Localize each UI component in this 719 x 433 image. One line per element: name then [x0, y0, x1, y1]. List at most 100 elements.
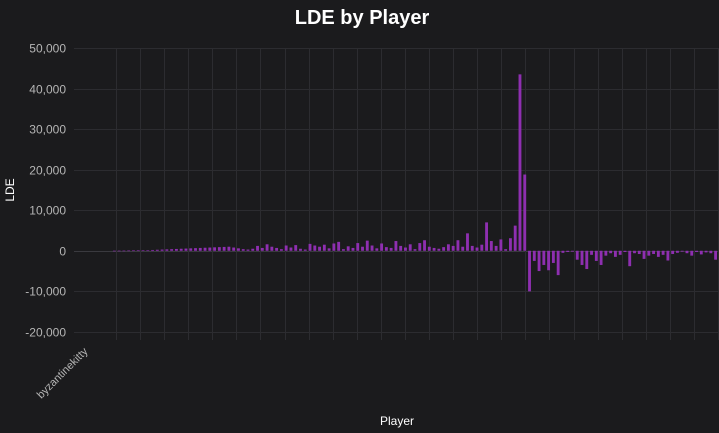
bar	[127, 250, 131, 252]
bar	[685, 250, 689, 254]
bar	[456, 240, 460, 251]
bar	[394, 241, 398, 251]
bar	[451, 245, 455, 251]
bar	[532, 250, 536, 261]
bar	[227, 246, 231, 251]
bar	[337, 241, 341, 251]
bar	[404, 247, 407, 251]
bar	[270, 246, 274, 251]
bar	[528, 250, 531, 292]
bar	[714, 250, 718, 260]
bar	[642, 250, 646, 259]
bar	[704, 250, 708, 253]
bar	[599, 250, 603, 265]
bar	[494, 245, 498, 251]
bar	[671, 250, 675, 255]
bar	[265, 244, 269, 251]
bar	[408, 244, 412, 251]
bar	[208, 247, 212, 251]
bar	[246, 249, 250, 251]
bar	[609, 250, 613, 254]
bar	[571, 250, 574, 252]
bar	[585, 250, 589, 270]
bar	[537, 250, 541, 272]
bar	[633, 250, 636, 254]
bar	[356, 243, 360, 251]
bar	[413, 249, 417, 251]
bar	[237, 248, 240, 251]
bar	[327, 248, 331, 251]
bar	[151, 249, 154, 251]
bar	[523, 174, 527, 251]
bar	[122, 250, 126, 252]
bar	[551, 250, 555, 263]
bar	[241, 249, 245, 251]
bar	[561, 250, 565, 253]
bar	[676, 250, 679, 253]
bar	[504, 249, 508, 251]
bar	[384, 247, 388, 251]
chart-title: LDE by Player	[295, 7, 430, 29]
bar	[222, 246, 226, 251]
bar	[427, 246, 431, 251]
bar	[432, 247, 436, 251]
bar	[361, 246, 364, 251]
bar	[604, 250, 608, 256]
bar	[542, 250, 546, 265]
bar	[623, 250, 627, 252]
bar	[594, 250, 598, 261]
bar	[155, 249, 159, 251]
bar	[365, 240, 369, 251]
bar	[213, 247, 217, 251]
bar	[442, 247, 446, 251]
bar	[260, 247, 264, 251]
bar	[575, 250, 579, 260]
bar	[566, 250, 570, 252]
bar	[294, 245, 298, 251]
bar	[547, 250, 551, 271]
bar	[637, 250, 641, 255]
bar	[699, 250, 703, 255]
y-axis-ticks: -20,000 -10,000 0 10,000 20,000 30,000 40,000 5…	[25, 42, 66, 340]
bar	[475, 247, 479, 251]
bar	[466, 233, 469, 251]
bar	[184, 248, 188, 251]
bar	[470, 245, 474, 251]
bar	[613, 250, 617, 257]
bar	[618, 250, 622, 255]
x-axis-title: Player	[380, 414, 414, 428]
y-tick-label: 20,000	[29, 164, 66, 178]
bar	[194, 248, 197, 251]
bar	[232, 247, 236, 251]
bar	[256, 245, 259, 251]
bar	[461, 246, 465, 251]
bar	[680, 250, 684, 252]
bar	[489, 241, 493, 251]
bar	[437, 248, 441, 251]
y-tick-label: 30,000	[29, 123, 66, 137]
grid	[74, 48, 719, 340]
bar	[695, 250, 698, 252]
bar	[709, 250, 713, 254]
bar	[370, 245, 374, 251]
y-tick-label: 0	[59, 245, 66, 259]
bar	[112, 250, 116, 252]
bar	[198, 247, 202, 251]
bar	[351, 247, 355, 251]
bar	[160, 249, 164, 251]
bar	[289, 247, 293, 251]
bar	[647, 250, 651, 256]
bar	[652, 250, 656, 255]
y-tick-label: 40,000	[29, 83, 66, 97]
bar	[299, 248, 302, 251]
bars	[112, 74, 718, 292]
bar	[375, 248, 379, 251]
bar	[318, 246, 321, 251]
bar	[313, 245, 317, 251]
bar	[380, 243, 384, 251]
bar	[346, 246, 350, 251]
y-axis-title: LDE	[3, 178, 17, 201]
bar	[303, 249, 307, 251]
bar	[284, 245, 288, 251]
bar	[217, 247, 221, 251]
